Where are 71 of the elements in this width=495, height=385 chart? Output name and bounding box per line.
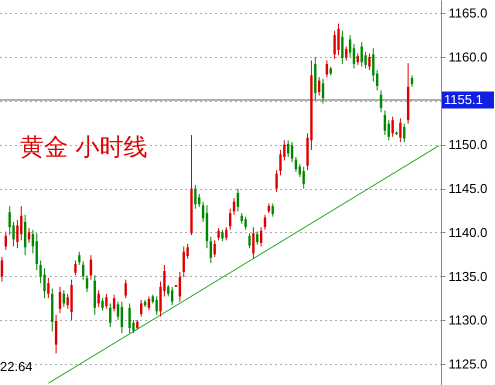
candlestick [403, 123, 406, 143]
candlestick [268, 202, 270, 214]
candlestick [36, 232, 38, 271]
candlestick [252, 226, 255, 260]
candlestick [302, 166, 305, 190]
candlestick [372, 48, 375, 82]
candlestick [240, 212, 243, 224]
candlestick [62, 290, 66, 308]
candlestick [210, 236, 212, 264]
candlestick [78, 251, 81, 266]
candlestick [47, 278, 50, 299]
candlestick [97, 290, 100, 308]
y-tick-label: 1160.0 [448, 50, 488, 65]
candlestick [391, 116, 394, 138]
candlestick [290, 142, 294, 163]
candlestick [82, 260, 84, 280]
candlestick [8, 206, 11, 236]
candlestick [178, 271, 182, 302]
candlestick [74, 260, 77, 276]
candlestick [221, 229, 224, 242]
candlestick [148, 296, 150, 311]
ref-line-label: 1155.1 [444, 92, 483, 107]
candlestick [136, 320, 139, 330]
candlestick [333, 30, 336, 60]
candlestick [120, 301, 124, 334]
candlestick [112, 294, 116, 312]
candlestick [182, 246, 185, 278]
y-tick-label: 1125.0 [448, 356, 488, 372]
candlestick [294, 156, 298, 172]
candlestick [228, 208, 232, 230]
candlestick [236, 188, 240, 212]
candlestick [275, 170, 278, 193]
candlestick [384, 110, 386, 136]
candlestick [318, 76, 320, 96]
y-tick-label: 1140.0 [448, 224, 488, 240]
y-tick-label: 1145.0 [448, 181, 488, 196]
candlestick [20, 206, 22, 241]
candlestick [326, 60, 328, 78]
candlestick [217, 228, 220, 241]
candlestick [109, 302, 112, 328]
candlestick [155, 296, 158, 316]
annotation: 22.64 [0, 359, 33, 374]
candlestick [225, 226, 228, 241]
candlestick [90, 254, 92, 280]
candlestick [272, 202, 274, 218]
candlestick [256, 231, 258, 246]
candlestick [0, 256, 4, 282]
candlestick [345, 46, 348, 62]
candlestick [194, 184, 197, 210]
candlestick [260, 226, 262, 247]
candlestick [356, 52, 360, 66]
candlestick [128, 302, 131, 334]
candlestick [105, 293, 108, 310]
candlestick [54, 314, 58, 354]
text: 黄金 小时线 [20, 133, 148, 161]
y-tick-label: 1150.0 [448, 137, 488, 152]
candlestick [124, 279, 127, 299]
candlestick [341, 30, 344, 65]
y-tick-label: 1135.0 [448, 268, 488, 284]
y-tick-label: 1130.0 [448, 312, 488, 328]
candlestick [4, 231, 8, 250]
candlestick [399, 118, 402, 143]
candlestick [286, 140, 290, 158]
candlestick [16, 220, 19, 249]
candlestick [213, 240, 216, 258]
candlestick [244, 216, 247, 230]
candlestick [360, 42, 363, 68]
candlestick [170, 286, 174, 306]
y-tick-label: 1165.0 [448, 6, 488, 21]
candlestick [368, 52, 371, 71]
candlestick [140, 299, 142, 318]
